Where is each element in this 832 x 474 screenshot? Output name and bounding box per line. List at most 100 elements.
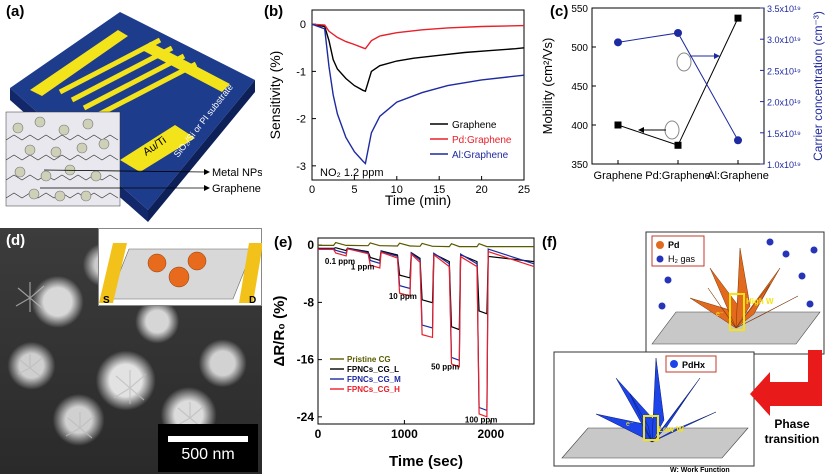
- y-tick-label: 350: [571, 160, 588, 171]
- y2-tick-label: 1.5x10¹⁹: [767, 129, 801, 139]
- x-tick-label: 10: [391, 184, 403, 196]
- footnote: W: Work Function: [670, 467, 730, 474]
- scale-bar: [168, 436, 248, 442]
- x-axis-title: Time (sec): [389, 453, 463, 470]
- electron-label-bottom: e⁻: [626, 421, 634, 428]
- y2-tick-label: 1.0x10¹⁹: [767, 160, 801, 170]
- concentration-label: 50 ppm: [431, 363, 459, 372]
- carrier-marker: [614, 38, 622, 47]
- concentration-label: 0.1 ppm: [325, 257, 355, 266]
- drain-electrode: [239, 243, 262, 303]
- legend-label: FPNCs_CG_L: [347, 365, 399, 374]
- panel-label-b: (b): [264, 3, 284, 20]
- pdhx-legend-box: [665, 355, 717, 373]
- electron-label-top: e⁻: [716, 311, 724, 318]
- scale-bar-label: 500 nm: [181, 446, 235, 463]
- y2-tick-label: 2.0x10¹⁹: [767, 98, 801, 108]
- au-ti-pad: [120, 125, 195, 172]
- y2-tick-label: 3.5x10¹⁹: [767, 4, 801, 14]
- series-line-pd-graphene: [311, 23, 525, 50]
- plot-frame: [311, 9, 525, 181]
- chart-c-mobility: 350 400 450 500 550 1.0x10¹⁹ 1.5x10¹⁹ 2.0x10¹⁹ 2…: [540, 4, 825, 182]
- x-tick-label: 25: [518, 184, 530, 196]
- y-tick-label: -16: [297, 353, 315, 367]
- panel-label-e: (e): [274, 234, 293, 251]
- series-line-al-graphene: [311, 23, 525, 165]
- callout-graphene: Graphene: [212, 183, 261, 195]
- series-line-carrier: [617, 32, 739, 141]
- sem-flower-overlay: [15, 282, 205, 439]
- legend-label: Pristine CG: [347, 355, 391, 364]
- concentration-label: 10 ppm: [389, 292, 417, 301]
- y-tick-label: 0: [300, 19, 306, 31]
- high-w-label: High W: [746, 297, 774, 306]
- y2-tick-label: 3.0x10¹⁹: [767, 35, 801, 45]
- source-electrode: [99, 243, 127, 303]
- x-tick-label: 0: [315, 427, 322, 441]
- legend-label: FPNCs_CG_M: [347, 375, 401, 384]
- plot-frame: [317, 237, 535, 425]
- panel-label-d: (d): [6, 232, 26, 249]
- x-axis-title: Time (min): [385, 192, 451, 208]
- panel-c: 350 400 450 500 550 1.0x10¹⁹ 1.5x10¹⁹ 2.0x10¹⁹ 2…: [532, 0, 832, 225]
- y-axis-title: Mobility (cm²/Vs): [540, 38, 555, 135]
- carrier-arrowhead: [714, 53, 720, 59]
- concentration-label: 100 ppm: [465, 416, 497, 425]
- x-tick-label: Al:Graphene: [707, 170, 769, 182]
- y-tick-label: -1: [296, 66, 306, 78]
- chart-b-sensitivity: 0 5 10 15 20 25 0 -1 -2 -3 Time (min) Sensitivity (…: [267, 9, 530, 208]
- panel-label-c: (c): [550, 3, 569, 20]
- y-tick-label: 400: [571, 121, 588, 132]
- carrier-marker: [674, 28, 682, 37]
- y-tick-label: -3: [296, 161, 306, 173]
- carrier-axis-indicator: [676, 52, 692, 72]
- mobility-marker: [614, 121, 622, 129]
- x-tick-label: 0: [309, 184, 315, 196]
- y-axis-title: ΔR/R₀ (%): [271, 296, 288, 367]
- annotation-no2: NO₂ 1.2 ppm: [320, 167, 384, 179]
- pdhx-label: PdHx: [682, 360, 705, 370]
- phase-transition-diagram: Pd H₂ gas High W e⁻ PdHx Low W e⁻ Phase …: [553, 231, 825, 474]
- mobility-marker: [674, 141, 682, 149]
- arrow-text-phase: Phase: [774, 417, 810, 431]
- x-tick-label: 15: [433, 184, 445, 196]
- panel-d: S D 500 nm (d): [0, 228, 262, 474]
- y2-tick-label: 2.5x10¹⁹: [767, 66, 801, 76]
- carrier-marker: [734, 136, 742, 145]
- x-tick-label: 2000: [477, 427, 504, 441]
- y-tick-label: -2: [296, 114, 306, 126]
- legend-label: Pd:Graphene: [452, 135, 512, 146]
- low-w-label: Low W: [658, 425, 684, 434]
- inset-drain-label: D: [249, 295, 256, 306]
- series-line-pristine-cg: [318, 241, 534, 248]
- legend-label: Al:Graphene: [452, 150, 509, 161]
- mobility-arrowhead: [638, 127, 644, 133]
- y-tick-label: 450: [571, 82, 588, 93]
- scale-bar-box: 500 nm: [158, 424, 258, 472]
- device-schematic: Au/Ti SiO₂/Si or PI substrate Metal NPs …: [5, 12, 263, 222]
- y-tick-label: 0: [307, 238, 314, 252]
- inset-source-label: S: [103, 295, 110, 306]
- chart-e-response: 0 1000 2000 0 -8 -16 -24 Time (sec) ΔR/R₀ (%) 0.1…: [271, 237, 535, 470]
- pdhx-flower: [595, 357, 717, 443]
- x-tick-label: Graphene: [594, 170, 643, 182]
- pdhx-marker: [670, 360, 678, 368]
- electrode-left: [30, 30, 128, 96]
- mobility-marker: [734, 14, 742, 22]
- callout-metal-nps: Metal NPs: [212, 167, 262, 179]
- substrate: [10, 12, 255, 210]
- legend-label: FPNCs_CG_H: [347, 385, 400, 394]
- y2-axis-title: Carrier concentration (cm⁻³): [811, 11, 825, 161]
- legend-h2-marker: [656, 255, 664, 263]
- panel-f: Pd H₂ gas High W e⁻ PdHx Low W e⁻ Phase …: [540, 228, 832, 474]
- device-inset: S D: [98, 228, 262, 306]
- concentration-label: 1 ppm: [351, 262, 375, 271]
- panel-a: Au/Ti SiO₂/Si or PI substrate Metal NPs …: [0, 0, 263, 225]
- panel-label-f: (f): [542, 234, 557, 251]
- mobility-axis-indicator: [664, 120, 680, 140]
- y-tick-label: -24: [297, 410, 315, 424]
- arrow-text-transition: transition: [765, 432, 820, 446]
- series-line-fpncs-cg-h: [318, 248, 535, 418]
- y-tick-label: 550: [571, 4, 588, 15]
- legend-pd: Pd: [668, 240, 680, 250]
